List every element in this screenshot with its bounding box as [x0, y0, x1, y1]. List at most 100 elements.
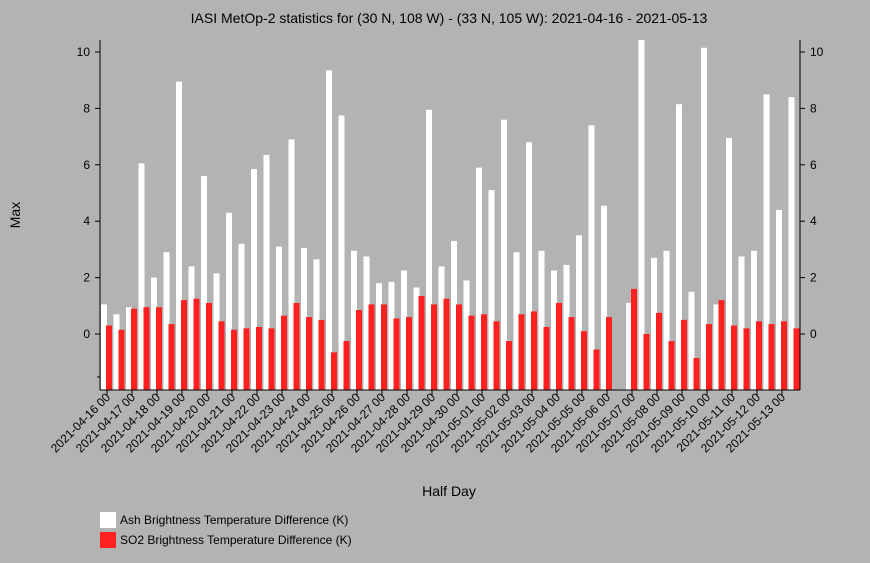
legend-label-ash: Ash Brightness Temperature Difference (K…: [120, 513, 349, 527]
ash-bar: [151, 277, 157, 390]
ash-bar: [526, 142, 532, 390]
y-tick-label-right: 0: [810, 327, 817, 341]
ash-bar: [226, 212, 232, 390]
so2-bar: [143, 307, 150, 390]
ash-bar: [788, 97, 795, 391]
so2-bar: [106, 325, 112, 390]
ash-bar: [738, 256, 745, 390]
so2-bar: [293, 302, 300, 390]
ash-bar: [563, 264, 570, 390]
ash-bar: [451, 240, 457, 390]
so2-bar: [543, 326, 550, 390]
ash-bar: [626, 302, 632, 390]
so2-bar: [768, 324, 775, 390]
legend: Ash Brightness Temperature Difference (K…: [100, 511, 352, 551]
so2-bar: [193, 298, 200, 390]
ash-bar: [501, 119, 507, 391]
ash-bar: [376, 283, 382, 390]
ash-bar: [288, 139, 295, 390]
y-tick-label-right: 2: [810, 271, 817, 285]
legend-label-so2: SO2 Brightness Temperature Difference (K…: [120, 533, 352, 547]
y-tick-label-left: 2: [83, 271, 90, 285]
ash-bar: [638, 40, 645, 390]
ash-bar: [138, 163, 145, 390]
ash-bar: [676, 104, 682, 391]
so2-bar: [231, 329, 237, 390]
ash-bar: [313, 259, 320, 390]
y-tick-label-left: 6: [83, 158, 90, 172]
ash-bar: [388, 281, 395, 390]
so2-bar: [606, 317, 612, 390]
ash-bar: [538, 250, 545, 390]
ash-bar: [351, 250, 357, 390]
so2-bar: [306, 317, 312, 390]
so2-bar: [331, 352, 337, 390]
so2-bar: [156, 307, 162, 390]
ash-bar: [263, 154, 270, 390]
ash-bar: [776, 209, 782, 390]
chart-title: IASI MetOp-2 statistics for (30 N, 108 W…: [191, 10, 708, 26]
ash-bar: [176, 81, 182, 391]
ash-bar: [126, 307, 132, 390]
so2-bar: [656, 312, 662, 390]
so2-bar: [568, 317, 575, 390]
so2-bar: [243, 328, 250, 390]
so2-bar: [731, 325, 737, 390]
so2-bar: [581, 331, 587, 390]
ash-bar: [301, 247, 307, 390]
ash-bar: [488, 190, 495, 390]
y-tick-label-right: 4: [810, 214, 817, 228]
so2-bar: [281, 315, 287, 390]
ash-bar: [338, 115, 345, 390]
ash-bar: [113, 314, 120, 390]
so2-bar: [681, 319, 687, 390]
so2-bar: [443, 298, 450, 390]
so2-bar: [268, 328, 275, 390]
so2-bar: [381, 304, 387, 390]
ash-bar: [188, 266, 195, 390]
so2-bar: [118, 329, 125, 390]
legend-item-ash: Ash Brightness Temperature Difference (K…: [100, 511, 352, 529]
so2-bar: [793, 328, 800, 390]
so2-bar: [743, 328, 750, 390]
so2-bar: [356, 310, 362, 390]
ash-bar: [701, 47, 707, 391]
so2-bar: [643, 334, 650, 390]
y-tick-label-left: 10: [77, 45, 91, 59]
y-axis-label: Max: [7, 202, 23, 228]
so2-bar: [693, 357, 700, 390]
y-tick-label-right: 6: [810, 158, 817, 172]
so2-bar: [506, 341, 512, 390]
so2-bar: [131, 308, 137, 390]
ash-bar: [576, 235, 582, 390]
ash-bar: [213, 273, 220, 390]
so2-bar: [756, 321, 762, 390]
so2-bar: [456, 304, 462, 390]
ash-bar: [663, 250, 670, 390]
so2-bar: [431, 304, 437, 390]
y-tick-label-right: 10: [810, 45, 824, 59]
so2-bar: [518, 314, 525, 390]
ash-bar: [726, 138, 732, 390]
ash-bar: [426, 109, 432, 390]
so2-bar: [481, 314, 487, 390]
ash-bar: [601, 205, 607, 390]
y-tick-label-left: 0: [83, 327, 90, 341]
so2-bar: [531, 311, 537, 390]
ash-bar: [713, 304, 720, 390]
so2-bar: [368, 304, 375, 390]
y-tick-label-right: 8: [810, 101, 817, 115]
ash-bar: [476, 167, 482, 390]
ash-bar: [438, 266, 445, 390]
ash-bar: [276, 246, 282, 390]
so2-bar: [468, 315, 475, 390]
ash-bar: [651, 257, 657, 390]
ash-bar: [688, 291, 695, 390]
ash-bar: [101, 304, 107, 390]
y-tick-label-left: 8: [83, 101, 90, 115]
ash-bar: [463, 280, 470, 390]
so2-bar: [718, 300, 725, 390]
so2-bar: [206, 302, 212, 390]
so2-bar: [706, 324, 712, 390]
